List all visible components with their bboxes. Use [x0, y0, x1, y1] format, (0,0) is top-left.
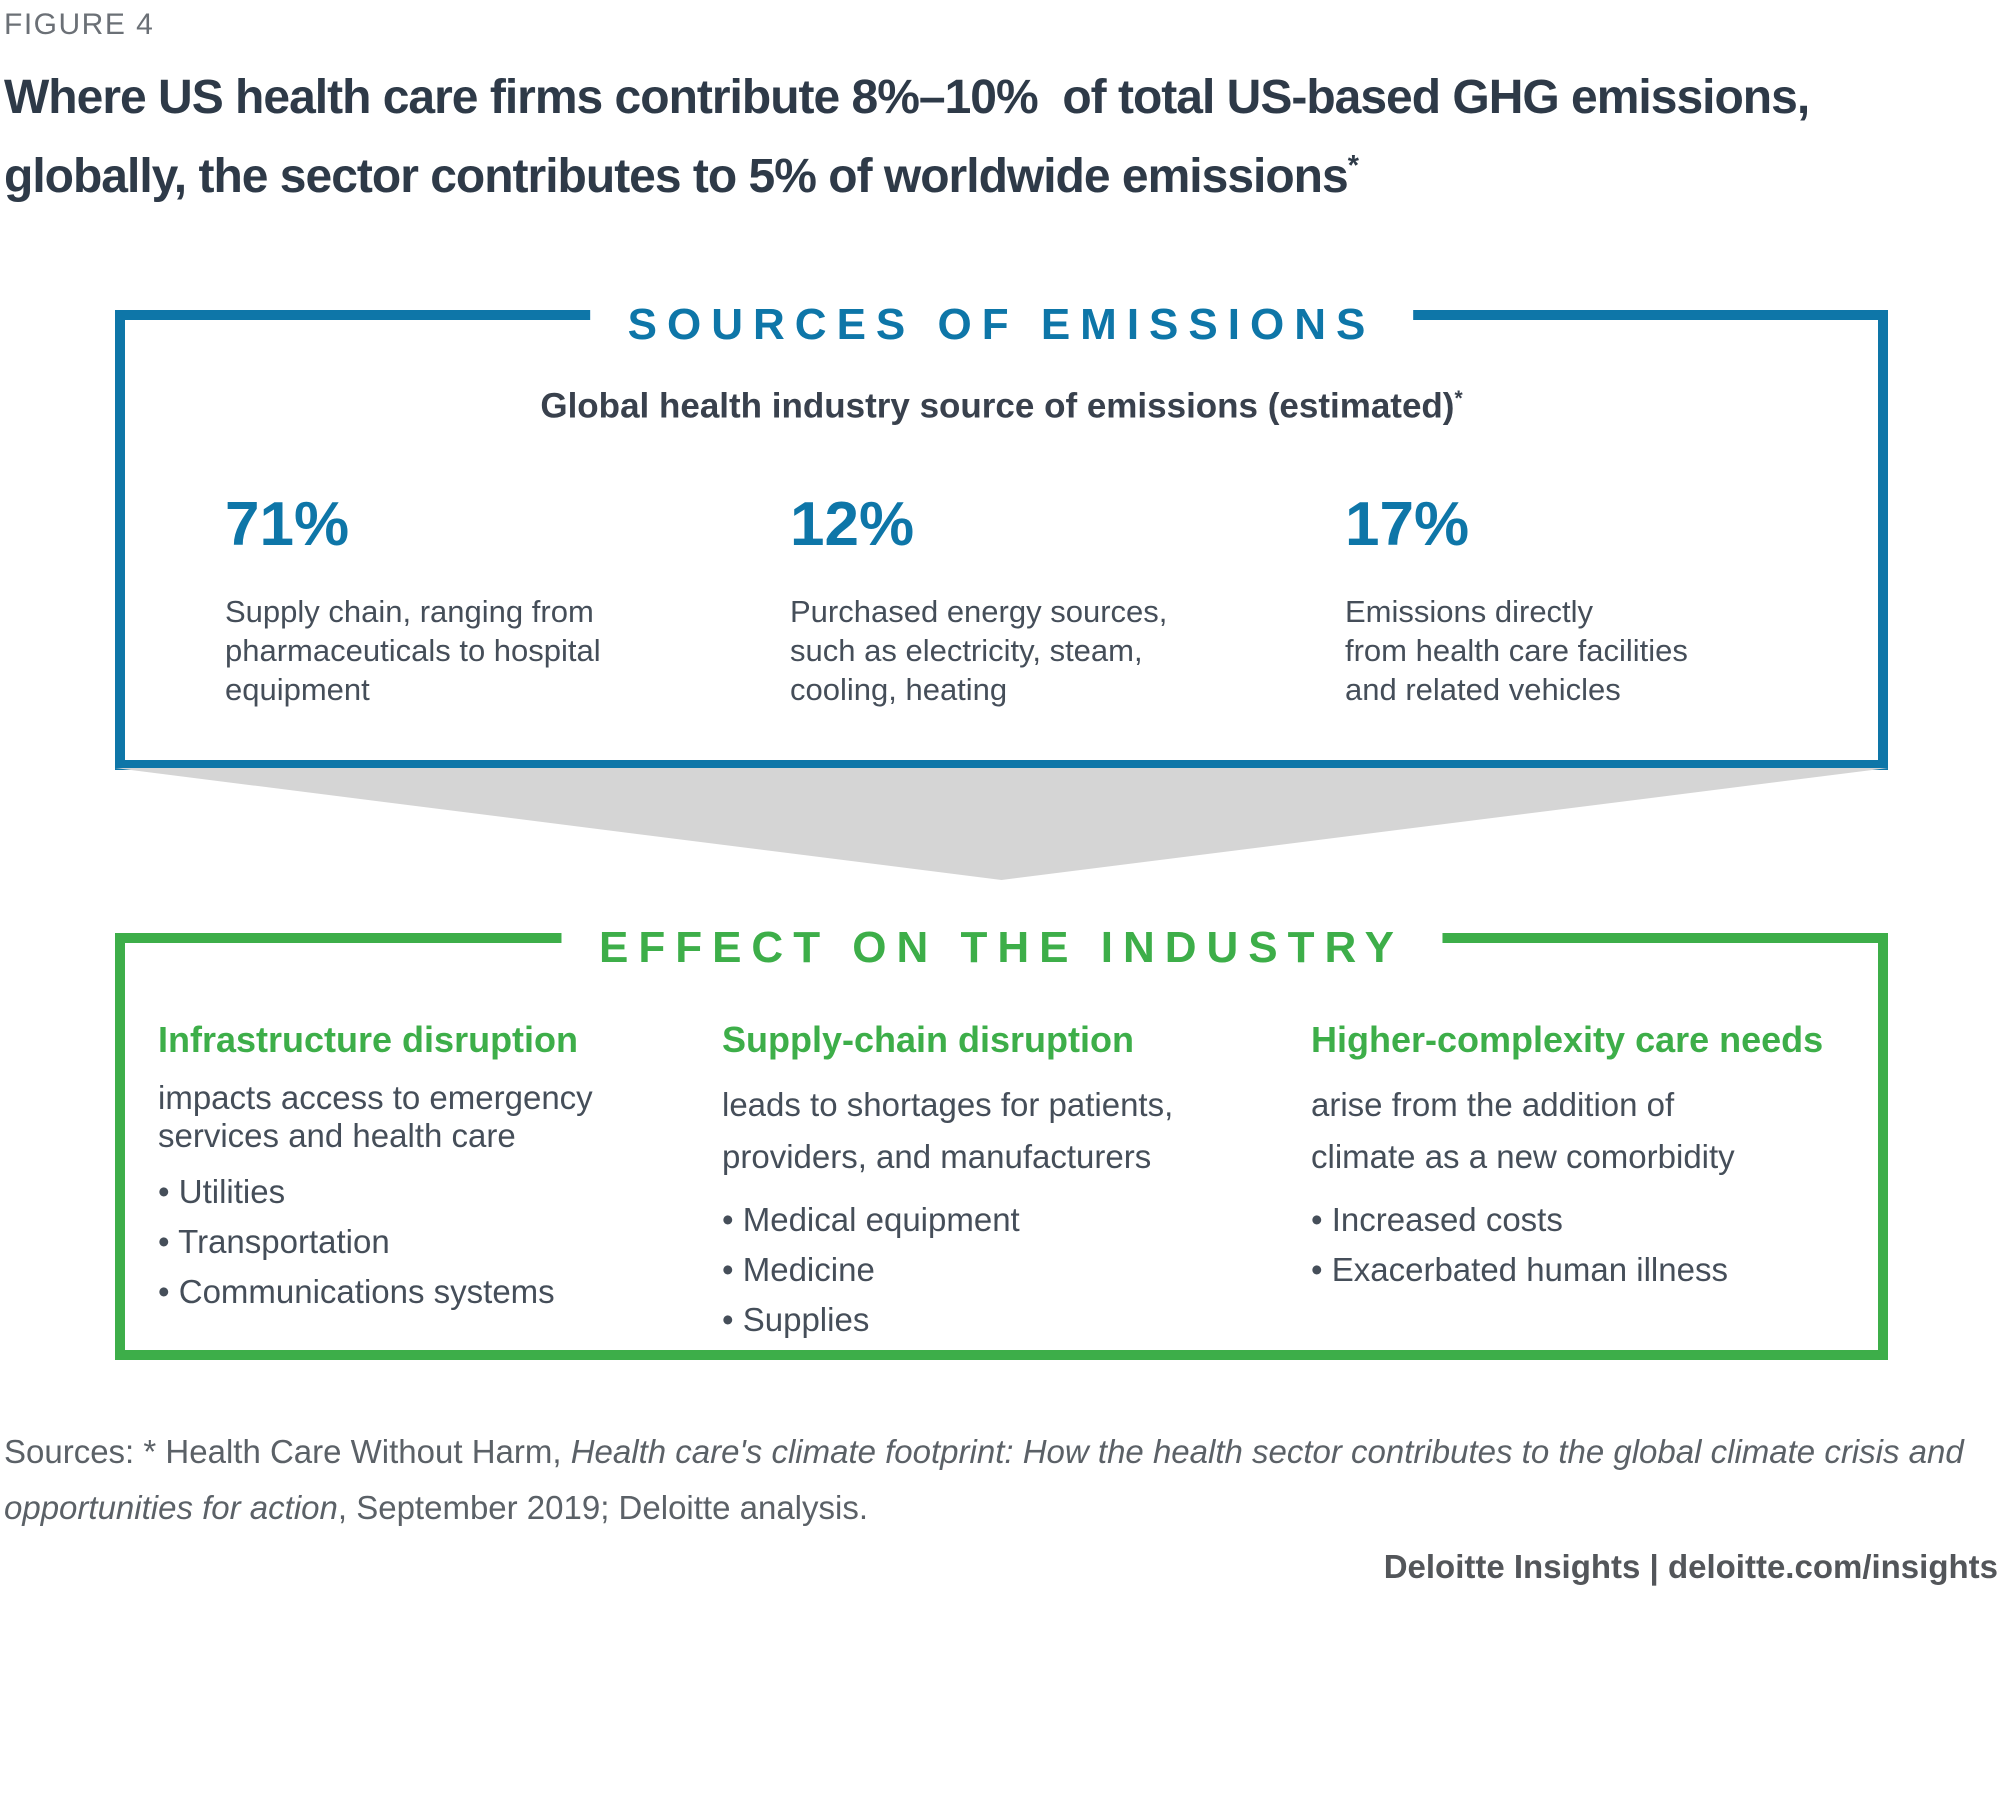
stat-description-line: equipment — [225, 671, 370, 707]
effect-column-infrastructure: Infrastructure disruption impacts access… — [158, 1021, 722, 1345]
effect-bullet-list: Medical equipment Medicine Supplies — [722, 1195, 1311, 1345]
effect-description-line: climate as a new comorbidity — [1311, 1138, 1735, 1175]
effect-bullet-item: Communications systems — [158, 1267, 722, 1317]
emission-stats-row: 71% Supply chain, ranging from pharmaceu… — [125, 489, 1878, 709]
emission-stat-supply-chain: 71% Supply chain, ranging from pharmaceu… — [225, 489, 790, 709]
stat-description: Emissions directly from health care faci… — [1345, 592, 1878, 709]
effect-heading: Infrastructure disruption — [158, 1019, 579, 1060]
stat-description-line: such as electricity, steam, — [790, 632, 1143, 668]
title-footnote-asterisk: * — [1347, 150, 1359, 182]
effect-description: arise from the addition of climate as a … — [1311, 1079, 1878, 1183]
figure-title-line-2: globally, the sector contributes to 5% o… — [4, 132, 1809, 211]
stat-description: Supply chain, ranging from pharmaceutica… — [225, 592, 790, 709]
effect-bullet-list: Increased costs Exacerbated human illnes… — [1311, 1195, 1878, 1295]
effect-description-line: providers, and manufacturers — [722, 1138, 1152, 1175]
effect-heading: Higher-complexity care needs — [1311, 1019, 1824, 1060]
sources-box-subtitle: Global health industry source of emissio… — [125, 378, 1878, 428]
effect-bullet-item: Exacerbated human illness — [1311, 1245, 1878, 1295]
effect-on-industry-box: EFFECT ON THE INDUSTRY Infrastructure di… — [115, 923, 1888, 1360]
stat-description-line: Purchased energy sources, — [790, 593, 1168, 629]
figure-title-line-1: Where US health care firms contribute 8%… — [4, 71, 1810, 124]
emission-stat-purchased-energy: 12% Purchased energy sources, such as el… — [790, 489, 1345, 709]
stat-description-line: Emissions directly — [1345, 593, 1594, 629]
sources-note-prefix: Sources: * Health Care Without Harm, — [4, 1433, 571, 1470]
effects-box-header: EFFECT ON THE INDUSTRY — [560, 923, 1443, 973]
effect-description-line: impacts access to emergency — [158, 1079, 593, 1116]
sources-note: Sources: * Health Care Without Harm, Hea… — [4, 1424, 1992, 1536]
figure-title-line-2-text: globally, the sector contributes to 5% o… — [4, 150, 1349, 203]
stat-percent: 12% — [790, 489, 915, 559]
effect-bullet-item: Medical equipment — [722, 1195, 1311, 1245]
sources-note-citation-title: Health care's climate footprint: How the… — [4, 1433, 1964, 1526]
effect-bullet-item: Medicine — [722, 1245, 1311, 1295]
effect-description-line: leads to shortages for patients, — [722, 1086, 1174, 1123]
stat-description-line: and related vehicles — [1345, 671, 1621, 707]
effect-column-care-needs: Higher-complexity care needs arise from … — [1311, 1021, 1878, 1345]
effect-bullet-item: Utilities — [158, 1167, 722, 1217]
effect-description: impacts access to emergency services and… — [158, 1079, 722, 1155]
effect-description-line: arise from the addition of — [1311, 1086, 1675, 1123]
subtitle-footnote-asterisk: * — [1454, 387, 1463, 410]
sources-box-subtitle-text: Global health industry source of emissio… — [540, 386, 1455, 426]
deloitte-insights-footer: Deloitte Insights | deloitte.com/insight… — [1383, 1548, 1998, 1585]
stat-description: Purchased energy sources, such as electr… — [790, 592, 1345, 709]
effect-column-supply-chain: Supply-chain disruption leads to shortag… — [722, 1021, 1311, 1345]
stat-percent: 71% — [225, 489, 350, 559]
stat-description-line: Supply chain, ranging from — [225, 593, 594, 629]
effect-description: leads to shortages for patients, provide… — [722, 1079, 1311, 1183]
effect-bullet-item: Increased costs — [1311, 1195, 1878, 1245]
stat-description-line: from health care facilities — [1345, 632, 1688, 668]
stat-description-line: cooling, heating — [790, 671, 1008, 707]
emission-stat-direct-emissions: 17% Emissions directly from health care … — [1345, 489, 1878, 709]
effect-bullet-item: Transportation — [158, 1217, 722, 1267]
effect-heading: Supply-chain disruption — [722, 1019, 1134, 1060]
figure-label: FIGURE 4 — [4, 8, 155, 41]
figure-title: Where US health care firms contribute 8%… — [4, 64, 1810, 211]
stat-description-line: pharmaceuticals to hospital — [225, 632, 601, 668]
sources-note-suffix: , September 2019; Deloitte analysis. — [337, 1489, 869, 1526]
effects-columns-row: Infrastructure disruption impacts access… — [125, 1021, 1878, 1345]
effect-bullet-list: Utilities Transportation Communications … — [158, 1167, 722, 1317]
sources-of-emissions-box: SOURCES OF EMISSIONS Global health indus… — [115, 300, 1888, 770]
stat-percent: 17% — [1345, 489, 1470, 559]
effect-description-line: services and health care — [158, 1117, 516, 1154]
effect-bullet-item: Supplies — [722, 1295, 1311, 1345]
sources-box-header: SOURCES OF EMISSIONS — [589, 300, 1414, 350]
down-arrow-shape — [115, 768, 1888, 880]
